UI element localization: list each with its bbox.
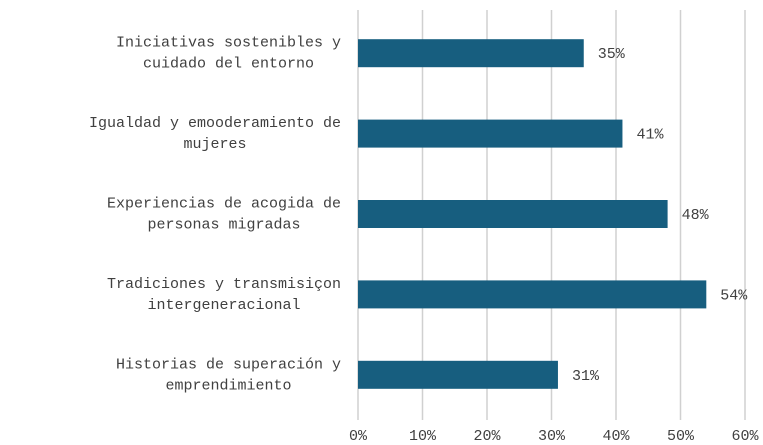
y-tick-label: intergeneracional [147,297,300,314]
data-label: 48% [682,207,710,224]
bar [358,280,707,309]
y-tick-label: Iniciativas sostenibles y [116,35,341,52]
y-tick-label: Igualdad y emooderamiento de [89,115,341,132]
x-tick-label: 0% [349,428,368,445]
bar [358,39,584,68]
data-label: 41% [636,127,664,144]
x-tick-label: 40% [602,428,630,445]
x-tick-label: 20% [473,428,501,445]
data-label: 31% [572,368,600,385]
y-tick-label: personas migradas [147,216,300,233]
y-tick-label: emprendimiento [165,377,291,394]
x-tick-label: 30% [538,428,566,445]
data-label: 54% [720,287,748,304]
bar [358,200,668,228]
y-tick-label: Tradiciones y transmisiçon [107,276,341,293]
y-tick-label: cuidado del entorno [143,56,314,73]
y-tick-label: mujeres [183,136,246,153]
y-tick-label: Historias de superación y [116,356,341,373]
data-label: 35% [598,46,626,63]
x-tick-label: 50% [667,428,695,445]
x-tick-label: 60% [731,428,759,445]
bar [358,119,623,148]
x-tick-label: 10% [409,428,437,445]
bar [358,360,558,389]
y-tick-label: Experiencias de acogida de [107,195,341,212]
